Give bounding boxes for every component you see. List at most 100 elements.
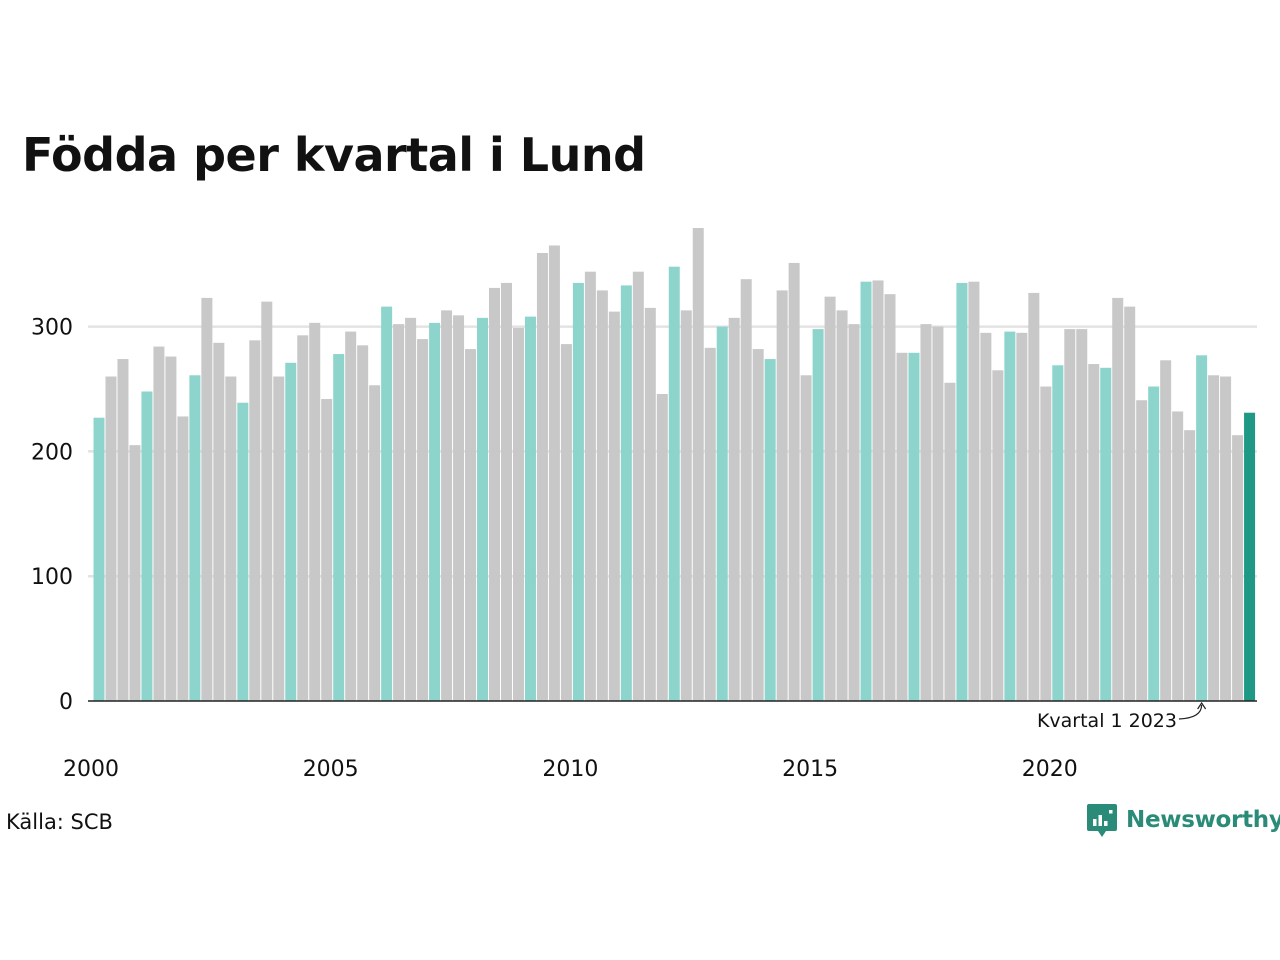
y-axis-ticks: 0 100 200 300 [31, 316, 73, 715]
bar [237, 402, 249, 701]
bar [477, 317, 489, 701]
bar [728, 317, 740, 701]
bar [1220, 376, 1232, 701]
bar [1136, 400, 1148, 701]
bar [1064, 329, 1076, 701]
bar [297, 335, 309, 701]
bar [261, 301, 273, 701]
bar [632, 271, 644, 701]
bar [716, 326, 728, 701]
bar [441, 310, 453, 701]
x-tick-label: 2000 [63, 757, 119, 782]
x-axis-ticks: 2000 2005 2010 2015 2020 [63, 757, 1078, 782]
bar [1148, 386, 1160, 701]
bar [536, 252, 548, 701]
bar [788, 262, 800, 701]
annotation-arrowhead [1197, 701, 1207, 710]
chart-title: Födda per kvartal i Lund [22, 128, 646, 182]
bar [1016, 332, 1028, 701]
bar [381, 306, 393, 701]
bar [429, 322, 441, 701]
bar [1028, 292, 1040, 701]
bar [596, 290, 608, 701]
bar [405, 317, 417, 701]
bar [333, 354, 345, 701]
bar [884, 294, 896, 701]
bar [848, 324, 860, 701]
source-note: Källa: SCB [6, 810, 113, 834]
bar [980, 332, 992, 701]
bar [968, 281, 980, 701]
bar [1004, 331, 1016, 701]
bar [776, 290, 788, 701]
bar [453, 315, 465, 701]
brand-name: Newsworthy [1126, 807, 1280, 833]
bar [560, 344, 572, 701]
bar [584, 271, 596, 701]
x-tick-label: 2010 [542, 757, 598, 782]
bar [165, 356, 177, 701]
latest-annotation: Kvartal 1 2023 [1037, 701, 1207, 732]
bar [177, 416, 189, 701]
bar [201, 297, 213, 701]
bar [117, 359, 129, 701]
x-tick-label: 2020 [1022, 757, 1078, 782]
bar [896, 352, 908, 701]
bar [1196, 355, 1208, 701]
bar [1244, 412, 1256, 701]
bar [213, 342, 225, 701]
y-tick-label: 100 [31, 565, 73, 590]
bar [1112, 297, 1124, 701]
y-tick-label: 0 [59, 690, 73, 715]
bar [105, 376, 117, 701]
bar [500, 282, 512, 701]
annotation-arrow [1178, 704, 1203, 720]
bar [836, 310, 848, 701]
bar [524, 316, 536, 701]
bar [1172, 411, 1184, 701]
bar [1232, 435, 1244, 701]
bar [417, 339, 429, 701]
y-tick-label: 300 [31, 316, 73, 341]
x-tick-label: 2005 [303, 757, 359, 782]
bar [1040, 386, 1052, 701]
bar [908, 352, 920, 701]
y-tick-label: 200 [31, 440, 73, 465]
bar [1124, 306, 1136, 701]
bar [129, 445, 141, 701]
bar [764, 359, 776, 701]
bar [1184, 430, 1196, 701]
bars [93, 228, 1256, 702]
bar [489, 287, 501, 701]
bar [644, 307, 656, 701]
bar [656, 393, 668, 701]
bar [512, 327, 524, 701]
bar [800, 375, 812, 701]
bar [608, 311, 620, 701]
brand-logo[interactable]: Newsworthy [1086, 802, 1280, 838]
bar [1076, 329, 1088, 701]
bar [992, 370, 1004, 701]
bar [932, 326, 944, 701]
bar [1052, 365, 1064, 701]
bar [345, 331, 357, 701]
bar [680, 310, 692, 701]
newsworthy-logo-icon [1087, 804, 1117, 837]
bar [225, 376, 237, 701]
bar [1088, 364, 1100, 701]
bar [872, 280, 884, 701]
bar [704, 347, 716, 701]
bar [1208, 375, 1220, 701]
bar [153, 346, 165, 701]
bar [285, 362, 297, 701]
bar [860, 281, 872, 701]
bar [1160, 360, 1172, 701]
annotation-label: Kvartal 1 2023 [1037, 710, 1177, 732]
bar [321, 398, 333, 701]
bar [93, 417, 105, 701]
bar [824, 296, 836, 701]
x-tick-label: 2015 [782, 757, 838, 782]
bar [548, 245, 560, 702]
bar [572, 282, 584, 701]
